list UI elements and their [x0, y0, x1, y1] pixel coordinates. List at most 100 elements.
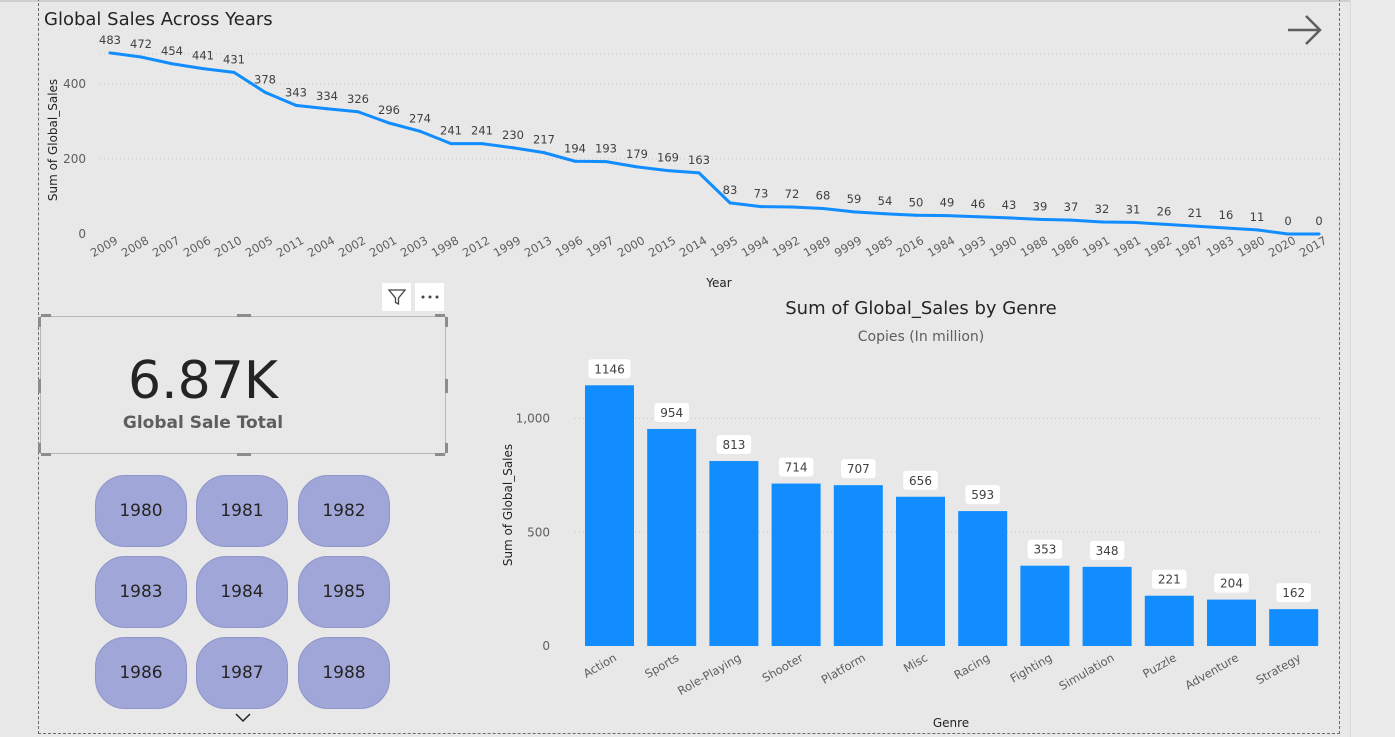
- x-axis-title: Genre: [933, 716, 969, 730]
- bar: [1082, 566, 1132, 646]
- bar-chart-title: Sum of Global_Sales by Genre: [785, 298, 1057, 319]
- resize-handle[interactable]: [237, 314, 251, 317]
- slicer-year-button[interactable]: 1986: [95, 637, 187, 709]
- resize-handle[interactable]: [41, 314, 51, 317]
- x-tick-label: Strategy: [1254, 650, 1304, 687]
- slicer-year-button[interactable]: 1988: [298, 637, 390, 709]
- card-value: 6.87K: [128, 351, 278, 411]
- data-label: 72: [785, 187, 800, 201]
- data-point: [697, 171, 701, 175]
- y-tick-label: 200: [63, 152, 86, 166]
- data-label: 483: [99, 33, 121, 47]
- x-tick-label: Shooter: [760, 650, 806, 685]
- slicer-year-button[interactable]: 1984: [196, 556, 288, 628]
- data-point: [1193, 224, 1197, 228]
- data-point: [1255, 228, 1259, 232]
- resize-handle[interactable]: [38, 443, 41, 453]
- more-options-icon[interactable]: [415, 283, 444, 311]
- bar-chart-subtitle: Copies (In million): [857, 329, 985, 345]
- data-label: 326: [347, 92, 369, 106]
- data-label: 334: [316, 89, 338, 103]
- data-label: 73: [754, 187, 769, 201]
- data-label: 813: [722, 438, 745, 452]
- data-label: 16: [1219, 208, 1234, 222]
- data-label-box: [716, 435, 752, 455]
- data-point: [821, 207, 825, 210]
- data-point: [201, 67, 205, 71]
- resize-handle[interactable]: [237, 453, 251, 456]
- slicer-year-button[interactable]: 1981: [196, 475, 288, 547]
- slicer-year-button[interactable]: 1980: [95, 475, 187, 547]
- x-tick-label: Adventure: [1182, 650, 1241, 692]
- data-point: [356, 110, 360, 114]
- data-label: 31: [1126, 202, 1141, 216]
- data-point: [108, 51, 112, 55]
- bar: [958, 511, 1008, 646]
- resize-handle[interactable]: [435, 453, 445, 456]
- resize-handle[interactable]: [445, 443, 448, 453]
- y-tick-label: 1,000: [516, 412, 550, 426]
- data-point: [480, 142, 484, 146]
- resize-handle[interactable]: [445, 379, 448, 393]
- data-label-box: [654, 402, 689, 422]
- slicer-year-button[interactable]: 1985: [298, 556, 390, 628]
- resize-handle[interactable]: [435, 314, 445, 317]
- x-tick-label: Platform: [819, 650, 868, 686]
- data-label: 0: [1315, 214, 1322, 228]
- arrow-right-icon[interactable]: [1284, 12, 1324, 48]
- bar: [585, 385, 634, 646]
- data-point: [1286, 232, 1290, 236]
- y-tick-label: 0: [78, 227, 86, 241]
- slicer-year-button[interactable]: 1983: [95, 556, 187, 628]
- data-point: [1038, 217, 1042, 221]
- data-label-box: [1152, 569, 1187, 589]
- data-label: 241: [440, 124, 462, 138]
- data-label: 454: [161, 44, 183, 58]
- data-label: 656: [909, 474, 932, 488]
- data-label: 441: [192, 49, 214, 63]
- data-point: [852, 210, 856, 214]
- x-tick-label: Sports: [642, 650, 681, 681]
- data-label-box: [778, 457, 814, 477]
- slicer-year-button[interactable]: 1982: [298, 475, 390, 547]
- data-point: [914, 213, 918, 217]
- data-label-box: [1089, 540, 1125, 560]
- data-label: 59: [847, 192, 862, 206]
- y-tick-label: 500: [527, 525, 550, 539]
- data-point: [604, 160, 608, 164]
- data-point: [728, 201, 732, 205]
- data-label: 46: [971, 197, 986, 211]
- resize-handle[interactable]: [445, 317, 448, 327]
- line-chart-title: Global Sales Across Years: [44, 9, 273, 30]
- resize-handle[interactable]: [41, 453, 51, 456]
- data-label: 217: [533, 133, 555, 147]
- resize-handle[interactable]: [38, 379, 41, 393]
- data-label: 343: [285, 85, 307, 99]
- card-visual[interactable]: [38, 314, 448, 456]
- report-canvas: [38, 0, 1340, 734]
- filter-icon[interactable]: [382, 283, 411, 311]
- y-tick-label: 0: [542, 639, 550, 653]
- data-point: [139, 55, 143, 59]
- data-point: [1100, 220, 1104, 224]
- data-label: 204: [1220, 577, 1243, 591]
- x-tick-label: Simulation: [1057, 650, 1117, 693]
- bar: [1020, 565, 1070, 646]
- bar: [1269, 609, 1319, 646]
- data-point: [945, 214, 949, 218]
- data-point: [263, 90, 267, 94]
- data-label: 21: [1188, 206, 1203, 220]
- slicer-year-button[interactable]: 1987: [196, 637, 288, 709]
- data-point: [635, 165, 639, 169]
- data-label: 296: [378, 103, 400, 117]
- chevron-down-icon[interactable]: [234, 712, 252, 724]
- x-tick-label: Puzzle: [1140, 650, 1179, 680]
- resize-handle[interactable]: [38, 317, 41, 327]
- data-point: [1224, 226, 1228, 230]
- data-point: [294, 103, 298, 107]
- data-label: 707: [847, 462, 870, 476]
- data-point: [1131, 220, 1135, 224]
- bar: [647, 428, 697, 646]
- data-label-box: [903, 470, 938, 490]
